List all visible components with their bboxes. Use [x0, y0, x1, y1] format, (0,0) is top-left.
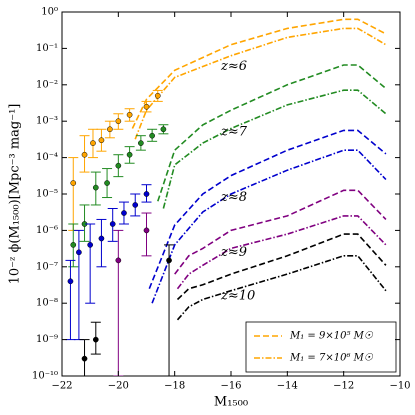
- redshift-annotation: z≈8: [220, 190, 247, 205]
- dashed-line: [148, 129, 387, 289]
- x-tick-label: −12: [333, 381, 354, 392]
- plot-area: [65, 18, 387, 376]
- legend-label: M₁ = 7×10⁶ M☉: [289, 353, 374, 364]
- data-point: [143, 227, 150, 234]
- x-tick-label: −18: [164, 381, 185, 392]
- data-point: [154, 92, 161, 99]
- data-point: [104, 180, 110, 186]
- y-tick-label: 10⁻²: [36, 79, 58, 90]
- y-tick-label: 10⁻⁴: [36, 152, 58, 163]
- data-point: [149, 132, 155, 139]
- x-tick-label: −16: [220, 381, 241, 392]
- dashed-line: [157, 64, 387, 202]
- data-point: [81, 151, 88, 158]
- data-point: [115, 257, 122, 264]
- data-point: [121, 210, 127, 216]
- data-point: [92, 184, 99, 191]
- x-tick-label: −22: [51, 381, 72, 392]
- data-point: [138, 140, 144, 146]
- dashed-line: [174, 189, 387, 275]
- data-point: [98, 235, 105, 242]
- y-tick-label: 10⁻⁵: [36, 189, 58, 200]
- data-point: [166, 257, 172, 264]
- y-axis-label: 10⁻ᶻ ϕ(M₁₅₀₀)[Mpc⁻³ mag⁻¹]: [8, 104, 23, 285]
- redshift-annotation: z≈9: [220, 245, 247, 260]
- data-point: [98, 137, 105, 144]
- data-point: [126, 151, 133, 158]
- data-point: [143, 103, 150, 110]
- x-tick-label: −14: [277, 381, 298, 392]
- data-point: [115, 162, 122, 169]
- data-point: [70, 242, 77, 248]
- legend-label: M₁ = 9×10⁵ M☉: [289, 331, 374, 342]
- data-point: [67, 278, 74, 285]
- data-point: [81, 355, 88, 362]
- redshift-annotation: z≈6: [220, 59, 247, 74]
- data-point: [90, 140, 96, 146]
- data-point: [115, 118, 122, 125]
- y-tick-label: 10⁻³: [36, 116, 58, 127]
- data-point: [107, 126, 113, 133]
- data-point: [70, 180, 77, 186]
- dashdot-line: [134, 27, 387, 140]
- redshift-annotation: z≈7: [220, 125, 248, 140]
- dashdot-line: [176, 255, 387, 321]
- dashed-line: [131, 18, 387, 129]
- y-tick-label: 10⁰: [41, 7, 58, 18]
- y-tick-label: 10⁻⁹: [36, 334, 58, 345]
- data-point: [160, 126, 167, 133]
- x-axis-label: M₁₅₀₀: [214, 395, 248, 410]
- legend: M₁ = 9×10⁵ M☉ M₁ = 7×10⁶ M☉: [245, 321, 397, 373]
- legend-box: [245, 321, 397, 373]
- data-point: [132, 202, 139, 208]
- dashed-line: [176, 233, 387, 301]
- data-point: [92, 336, 99, 343]
- y-tick-label: 10⁻¹⁰: [32, 371, 58, 382]
- data-point: [76, 249, 82, 256]
- data-point: [126, 111, 133, 118]
- y-tick-label: 10⁻¹: [36, 43, 58, 54]
- y-tick-label: 10⁻⁸: [36, 298, 58, 309]
- x-tick-label: −20: [108, 381, 129, 392]
- dashdot-line: [176, 215, 387, 290]
- y-tick-label: 10⁻⁶: [36, 225, 58, 236]
- x-tick-label: −10: [389, 381, 410, 392]
- y-tick-label: 10⁻⁷: [36, 261, 58, 272]
- dashdot-line: [162, 89, 387, 209]
- data-point: [87, 242, 94, 248]
- data-point: [109, 221, 116, 227]
- data-point: [143, 191, 150, 197]
- dashdot-line: [151, 149, 387, 304]
- redshift-annotation: z≈10: [220, 289, 255, 304]
